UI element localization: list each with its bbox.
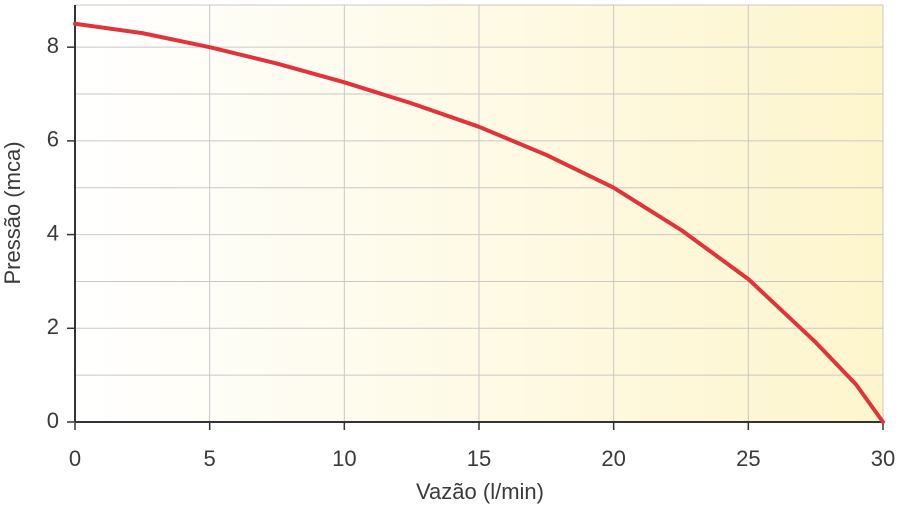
x-tick-label: 20 <box>601 446 625 471</box>
data-line <box>73 21 885 424</box>
x-tick-label: 25 <box>736 446 760 471</box>
y-tick-label: 2 <box>47 314 59 339</box>
y-tick-label: 8 <box>47 33 59 58</box>
y-tick-label: 4 <box>47 220 59 245</box>
x-axis-label: Vazão (l/min) <box>416 479 544 504</box>
x-tick-label: 0 <box>69 446 81 471</box>
x-tick-label: 5 <box>204 446 216 471</box>
x-tick-label: 10 <box>332 446 356 471</box>
y-tick-label: 0 <box>47 408 59 433</box>
y-axis-label: Pressão (mca) <box>0 141 25 284</box>
y-tick-label: 6 <box>47 127 59 152</box>
x-tick-label: 15 <box>467 446 491 471</box>
x-tick-label: 30 <box>871 446 895 471</box>
